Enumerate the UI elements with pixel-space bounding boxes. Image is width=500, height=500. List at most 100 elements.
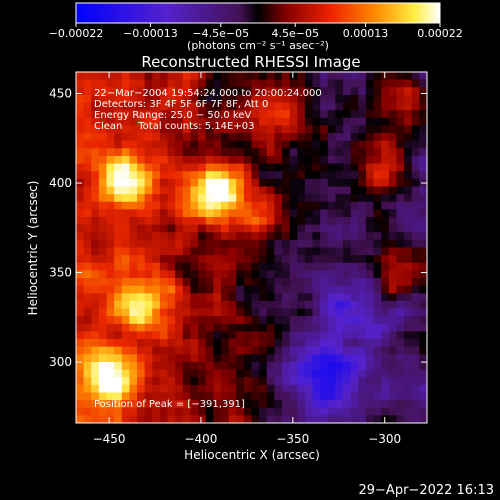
heatmap-cell bbox=[83, 247, 92, 256]
heatmap-cell bbox=[358, 300, 367, 310]
heatmap-cell bbox=[419, 354, 427, 363]
heatmap-cell bbox=[404, 377, 413, 386]
heatmap-cell bbox=[365, 400, 375, 409]
heatmap-cell bbox=[137, 87, 146, 96]
heatmap-cell bbox=[388, 87, 398, 96]
heatmap-cell bbox=[381, 148, 390, 157]
heatmap-cell bbox=[343, 201, 352, 210]
heatmap-cell bbox=[98, 400, 108, 409]
heatmap-cell bbox=[137, 255, 146, 264]
heatmap-cell bbox=[373, 407, 382, 416]
heatmap-cell bbox=[419, 72, 427, 81]
heatmap-cell bbox=[137, 224, 146, 233]
heatmap-cell bbox=[137, 155, 146, 165]
heatmap-cell bbox=[220, 300, 230, 310]
heatmap-cell bbox=[243, 117, 253, 127]
heatmap-cell bbox=[365, 133, 375, 142]
heatmap-cell bbox=[358, 293, 367, 302]
heatmap-cell bbox=[91, 346, 100, 355]
heatmap-cell bbox=[83, 377, 92, 386]
heatmap-cell bbox=[266, 377, 275, 386]
heatmap-cell bbox=[243, 354, 253, 363]
heatmap-cell bbox=[266, 178, 275, 188]
heatmap-cell bbox=[182, 239, 192, 249]
heatmap-cell bbox=[159, 186, 169, 195]
heatmap-cell bbox=[98, 239, 108, 249]
heatmap-cell bbox=[259, 117, 268, 127]
heatmap-cell bbox=[190, 79, 199, 88]
heatmap-cell bbox=[121, 87, 131, 96]
heatmap-cell bbox=[159, 377, 169, 386]
heatmap-cell bbox=[327, 278, 337, 287]
heatmap-cell bbox=[137, 110, 146, 119]
heatmap-cell bbox=[83, 361, 92, 371]
heatmap-cell bbox=[259, 87, 268, 96]
heatmap-cell bbox=[304, 300, 314, 310]
heatmap-cell bbox=[259, 186, 268, 195]
heatmap-cell bbox=[243, 247, 253, 256]
heatmap-cell bbox=[91, 224, 100, 233]
heatmap-cell bbox=[266, 171, 275, 180]
heatmap-cell bbox=[335, 247, 344, 256]
heatmap-cell bbox=[282, 163, 291, 172]
heatmap-cell bbox=[220, 308, 230, 317]
heatmap-cell bbox=[114, 400, 123, 409]
heatmap-cell bbox=[98, 133, 108, 142]
heatmap-cell bbox=[396, 354, 405, 363]
heatmap-cell bbox=[198, 308, 207, 317]
heatmap-cell bbox=[335, 171, 344, 180]
heatmap-cell bbox=[350, 224, 359, 233]
heatmap-cell bbox=[411, 270, 420, 279]
heatmap-cell bbox=[327, 361, 337, 371]
heatmap-cell bbox=[243, 87, 253, 96]
heatmap-cell bbox=[419, 278, 427, 287]
heatmap-cell bbox=[289, 407, 298, 416]
heatmap-cell bbox=[167, 224, 176, 233]
heatmap-cell bbox=[83, 87, 92, 96]
heatmap-cell bbox=[167, 239, 176, 249]
heatmap-cell bbox=[236, 392, 245, 401]
heatmap-cell bbox=[320, 255, 329, 264]
heatmap-cell bbox=[388, 293, 398, 302]
heatmap-cell bbox=[213, 308, 222, 317]
heatmap-cell bbox=[335, 117, 344, 127]
heatmap-cell bbox=[335, 178, 344, 188]
heatmap-cell bbox=[175, 102, 184, 111]
heatmap-cell bbox=[205, 194, 214, 203]
heatmap-cell bbox=[220, 400, 230, 409]
heatmap-cell bbox=[266, 300, 275, 310]
heatmap-cell bbox=[350, 293, 359, 302]
heatmap-cell bbox=[198, 209, 207, 218]
heatmap-cell bbox=[106, 155, 115, 165]
heatmap-cell bbox=[343, 262, 352, 271]
heatmap-cell bbox=[213, 171, 222, 180]
heatmap-cell bbox=[396, 316, 405, 325]
heatmap-cell bbox=[266, 79, 275, 88]
heatmap-cell bbox=[213, 400, 222, 409]
heatmap-cell bbox=[159, 224, 169, 233]
heatmap-cell bbox=[350, 178, 359, 188]
heatmap-cell bbox=[365, 300, 375, 310]
heatmap-cell bbox=[228, 94, 237, 104]
heatmap-cell bbox=[175, 262, 184, 271]
heatmap-cell bbox=[411, 224, 420, 233]
heatmap-cell bbox=[297, 278, 306, 287]
heatmap-cell bbox=[152, 316, 161, 325]
heatmap-cell bbox=[205, 339, 214, 348]
heatmap-cell bbox=[388, 102, 398, 111]
heatmap-cell bbox=[388, 278, 398, 287]
heatmap-cell bbox=[282, 72, 291, 81]
heatmap-cell bbox=[274, 209, 283, 218]
heatmap-cell bbox=[289, 216, 298, 226]
heatmap-cell bbox=[320, 79, 329, 88]
heatmap-cell bbox=[282, 300, 291, 310]
heatmap-cell bbox=[404, 117, 413, 127]
heatmap-cell bbox=[182, 110, 192, 119]
heatmap-cell bbox=[312, 293, 321, 302]
heatmap-cell bbox=[411, 140, 420, 149]
heatmap-cell bbox=[312, 239, 321, 249]
heatmap-cell bbox=[373, 194, 382, 203]
heatmap-cell bbox=[152, 239, 161, 249]
heatmap-cell bbox=[205, 331, 214, 340]
heatmap-cell bbox=[365, 232, 375, 241]
